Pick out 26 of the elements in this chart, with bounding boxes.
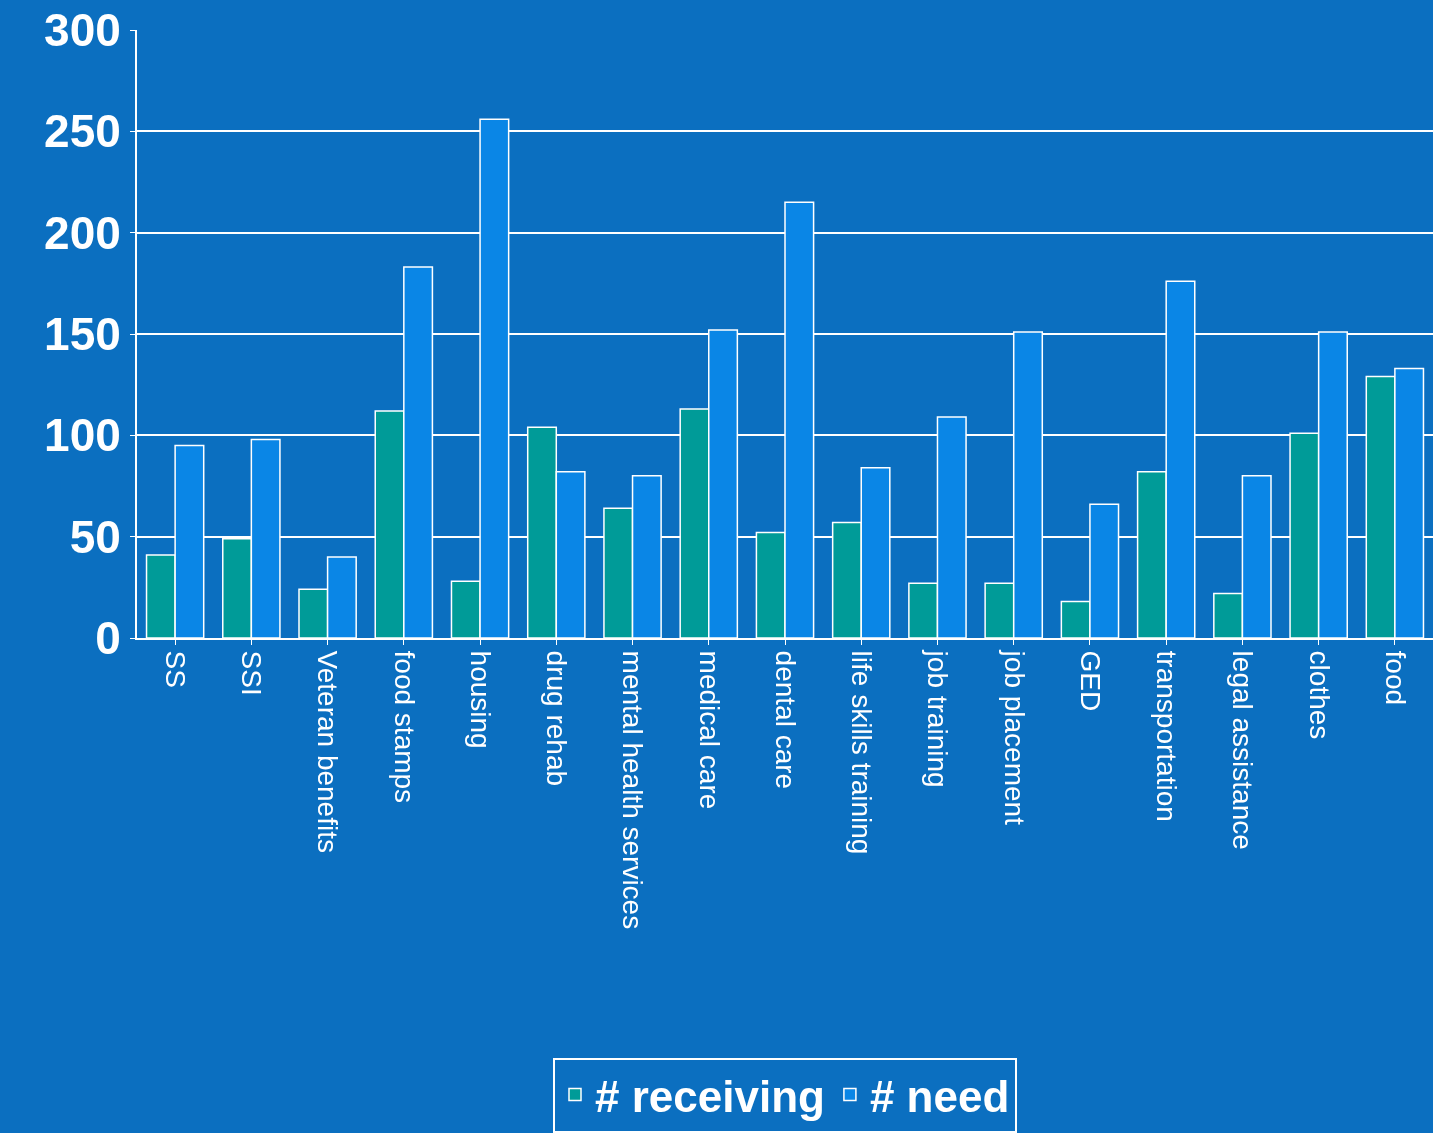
x-tick-label: food stamps (388, 650, 420, 804)
x-tick-label: SS (160, 650, 192, 688)
legend-label: # need (869, 1071, 1010, 1121)
x-tick-label: housing (464, 650, 496, 749)
y-tick-label: 200 (44, 206, 121, 259)
x-tick-label: Veteran benefits (312, 650, 344, 853)
y-tick-label: 0 (95, 612, 121, 665)
x-tick-label: clothes (1303, 650, 1335, 740)
x-tick-label: mental health services (617, 650, 649, 930)
x-tick-label: drug rehab (541, 650, 573, 787)
legend-label: # receiving (595, 1071, 825, 1121)
x-tick-label: GED (1074, 650, 1106, 712)
x-tick-label: medical care (693, 650, 725, 810)
x-tick-label: legal assistance (1227, 650, 1259, 850)
x-tick-label: transportation (1151, 650, 1183, 822)
y-tick-label: 100 (44, 409, 121, 462)
x-tick-label: food (1379, 650, 1411, 706)
x-tick-label: SSI (236, 650, 268, 696)
y-tick-label: 150 (44, 308, 121, 361)
y-tick-label: 250 (44, 105, 121, 158)
y-tick-label: 50 (69, 510, 121, 563)
x-tick-label: dental care (769, 650, 801, 790)
x-tick-label: job placement (998, 649, 1030, 826)
y-tick-label: 300 (44, 4, 121, 57)
x-tick-label: job training (922, 649, 954, 788)
x-tick-label: life skills training (846, 650, 878, 855)
